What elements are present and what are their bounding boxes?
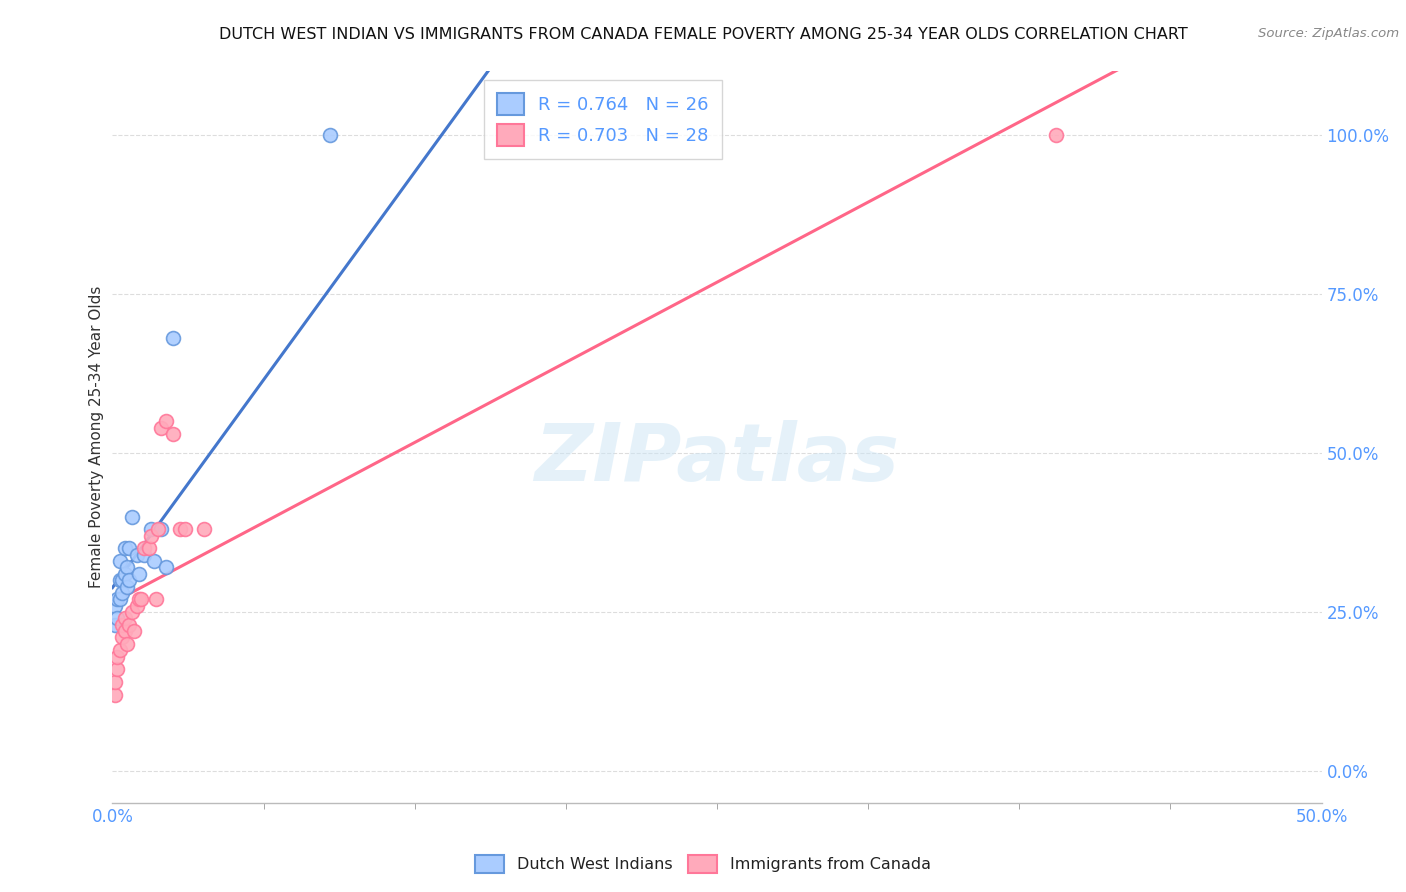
Point xyxy=(132,541,155,556)
Point xyxy=(104,617,127,632)
Point xyxy=(155,414,177,428)
Point xyxy=(141,529,163,543)
Point xyxy=(138,541,160,556)
Point xyxy=(111,617,134,632)
Point xyxy=(118,573,141,587)
Point xyxy=(128,566,150,581)
Point xyxy=(128,592,150,607)
Point xyxy=(115,580,138,594)
Point xyxy=(114,566,136,581)
Point xyxy=(162,331,184,345)
Point xyxy=(105,662,128,676)
Point xyxy=(104,675,127,690)
Point xyxy=(141,522,163,536)
Point xyxy=(501,128,523,142)
Point xyxy=(1045,128,1067,142)
Point xyxy=(115,637,138,651)
Text: DUTCH WEST INDIAN VS IMMIGRANTS FROM CANADA FEMALE POVERTY AMONG 25-34 YEAR OLDS: DUTCH WEST INDIAN VS IMMIGRANTS FROM CAN… xyxy=(218,27,1188,42)
Point xyxy=(319,128,342,142)
Point xyxy=(104,599,127,613)
Point xyxy=(131,592,153,607)
Point xyxy=(118,541,141,556)
Text: ZIPatlas: ZIPatlas xyxy=(534,420,900,498)
Point xyxy=(162,426,184,441)
Point xyxy=(108,643,131,657)
Point xyxy=(105,649,128,664)
Point xyxy=(108,592,131,607)
Point xyxy=(142,554,165,568)
Y-axis label: Female Poverty Among 25-34 Year Olds: Female Poverty Among 25-34 Year Olds xyxy=(89,286,104,588)
Point xyxy=(174,522,197,536)
Point xyxy=(115,560,138,574)
Point xyxy=(122,624,145,638)
Point xyxy=(105,611,128,625)
Point xyxy=(169,522,191,536)
Point xyxy=(125,599,148,613)
Point xyxy=(111,631,134,645)
Point xyxy=(125,548,148,562)
Point xyxy=(148,522,170,536)
Point xyxy=(149,522,172,536)
Legend: R = 0.764   N = 26, R = 0.703   N = 28: R = 0.764 N = 26, R = 0.703 N = 28 xyxy=(484,80,721,159)
Point xyxy=(111,586,134,600)
Point xyxy=(114,624,136,638)
Point xyxy=(108,554,131,568)
Point xyxy=(155,560,177,574)
Point xyxy=(121,605,143,619)
Point xyxy=(105,592,128,607)
Legend: Dutch West Indians, Immigrants from Canada: Dutch West Indians, Immigrants from Cana… xyxy=(468,848,938,880)
Point xyxy=(111,573,134,587)
Point xyxy=(193,522,215,536)
Point xyxy=(132,548,155,562)
Text: Source: ZipAtlas.com: Source: ZipAtlas.com xyxy=(1258,27,1399,40)
Point xyxy=(118,617,141,632)
Point xyxy=(114,541,136,556)
Point xyxy=(121,509,143,524)
Point xyxy=(114,611,136,625)
Point xyxy=(145,592,167,607)
Point xyxy=(108,573,131,587)
Point xyxy=(104,688,127,702)
Point xyxy=(149,420,172,434)
